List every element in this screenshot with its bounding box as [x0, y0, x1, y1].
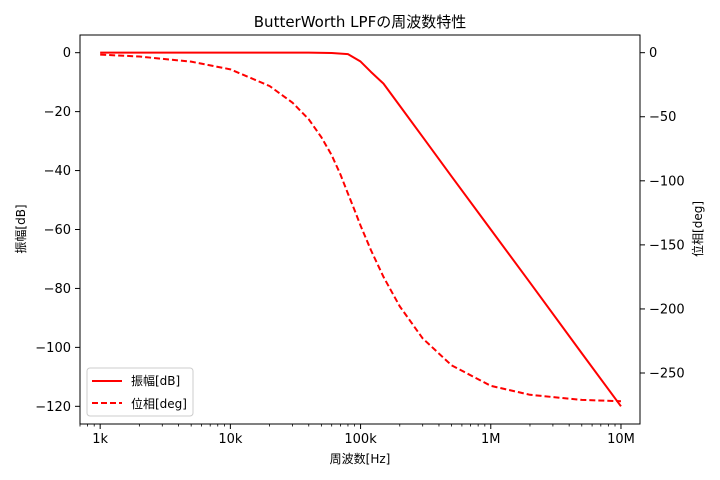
x-tick-label-3: 1M: [481, 432, 501, 447]
y-left-tick-label-1: −20: [44, 105, 71, 120]
x-axis-label: 周波数[Hz]: [330, 451, 391, 466]
legend-label-phase: 位相[deg]: [131, 396, 187, 411]
series-layer: [100, 51, 622, 407]
series-line-0: [100, 51, 622, 407]
y-axis-right: 0 −50 −100 −150 −200 −250: [640, 46, 685, 382]
y-right-tick-label-5: −250: [649, 367, 685, 382]
y-left-tick-label-6: −120: [35, 400, 71, 415]
y-axis-left: 0 −20 −40 −60 −80 −100 −120: [35, 46, 80, 415]
legend: 振幅[dB] 位相[deg]: [86, 367, 194, 417]
y-left-tick-label-2: −40: [44, 164, 71, 179]
y-axis-label-left: 振幅[dB]: [13, 204, 28, 253]
y-right-tick-label-2: −100: [649, 174, 685, 189]
y-right-tick-label-4: −200: [649, 302, 685, 317]
y-left-tick-label-0: 0: [63, 46, 71, 61]
x-axis: 1k 10k 100k 1M 10M: [79, 424, 635, 447]
series-line-1: [100, 53, 622, 403]
y-right-tick-label-1: −50: [649, 110, 676, 125]
y-left-tick-label-5: −100: [35, 341, 71, 356]
x-tick-label-4: 10M: [607, 432, 635, 447]
y-left-tick-label-3: −60: [44, 223, 71, 238]
legend-label-amplitude: 振幅[dB]: [131, 373, 180, 388]
y-right-tick-label-3: −150: [649, 238, 685, 253]
y-right-tick-label-0: 0: [649, 46, 657, 61]
x-tick-label-0: 1k: [92, 432, 108, 447]
x-tick-label-2: 100k: [344, 432, 377, 447]
y-axis-label-right: 位相[deg]: [690, 201, 705, 257]
plot-area: [80, 35, 640, 424]
chart-title: ButterWorth LPFの周波数特性: [254, 13, 466, 31]
y-left-tick-label-4: −80: [44, 282, 71, 297]
x-tick-label-1: 10k: [218, 432, 243, 447]
